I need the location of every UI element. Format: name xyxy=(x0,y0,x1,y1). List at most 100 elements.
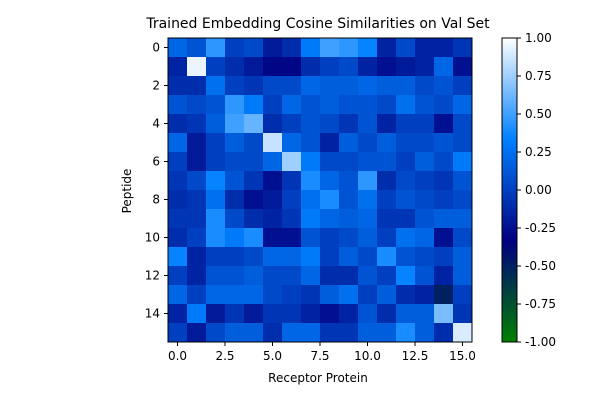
heatmap-cell-r13-c12 xyxy=(396,285,416,305)
heatmap-cell-r15-c11 xyxy=(377,323,397,343)
heatmap-cell-r7-c14 xyxy=(434,171,454,191)
heatmap-cell-r1-c4 xyxy=(244,57,264,77)
colorbar-tick-label: 0.25 xyxy=(525,145,552,159)
heatmap-cell-r14-c7 xyxy=(301,304,321,324)
heatmap-cell-r12-c10 xyxy=(358,266,378,286)
heatmap-cell-r1-c5 xyxy=(263,57,283,77)
heatmap-cell-r7-c0 xyxy=(168,171,188,191)
heatmap-cell-r0-c2 xyxy=(206,38,226,58)
heatmap-cell-r5-c2 xyxy=(206,133,226,153)
heatmap-cell-r1-c13 xyxy=(415,57,435,77)
heatmap-cell-r6-c4 xyxy=(244,152,264,172)
x-tick-label: 7.5 xyxy=(310,349,329,363)
heatmap-cell-r8-c8 xyxy=(320,190,340,210)
heatmap-cell-r13-c11 xyxy=(377,285,397,305)
heatmap-cell-r13-c8 xyxy=(320,285,340,305)
heatmap-cell-r11-c2 xyxy=(206,247,226,267)
heatmap-cell-r6-c12 xyxy=(396,152,416,172)
heatmap-cell-r7-c13 xyxy=(415,171,435,191)
heatmap-cell-r1-c2 xyxy=(206,57,226,77)
heatmap-cell-r7-c1 xyxy=(187,171,207,191)
heatmap-cell-r2-c2 xyxy=(206,76,226,96)
y-axis: 0 2 4 6 8 10 12 14 xyxy=(145,41,168,321)
heatmap-cell-r14-c8 xyxy=(320,304,340,324)
colorbar-tick-label: 0.50 xyxy=(525,107,552,121)
heatmap-cell-r11-c5 xyxy=(263,247,283,267)
heatmap-cell-r9-c12 xyxy=(396,209,416,229)
heatmap-cell-r2-c10 xyxy=(358,76,378,96)
heatmap-cell-r15-c7 xyxy=(301,323,321,343)
heatmap-cell-r5-c6 xyxy=(282,133,302,153)
heatmap-cell-r10-c7 xyxy=(301,228,321,248)
heatmap-cell-r12-c8 xyxy=(320,266,340,286)
heatmap-cell-r1-c15 xyxy=(453,57,473,77)
heatmap-cell-r14-c14 xyxy=(434,304,454,324)
heatmap-cell-r14-c9 xyxy=(339,304,359,324)
heatmap-cell-r15-c10 xyxy=(358,323,378,343)
heatmap-cell-r12-c9 xyxy=(339,266,359,286)
colorbar-tick-label: -1.00 xyxy=(525,335,556,349)
heatmap-cell-r6-c14 xyxy=(434,152,454,172)
heatmap-cell-r3-c6 xyxy=(282,95,302,115)
heatmap-cell-r0-c5 xyxy=(263,38,283,58)
heatmap-cell-r1-c7 xyxy=(301,57,321,77)
colorbar-tick-label: 0.00 xyxy=(525,183,552,197)
heatmap-cell-r12-c13 xyxy=(415,266,435,286)
heatmap-cell-r8-c2 xyxy=(206,190,226,210)
heatmap-cell-r6-c6 xyxy=(282,152,302,172)
y-tick-label: 4 xyxy=(152,117,160,131)
heatmap-cell-r6-c9 xyxy=(339,152,359,172)
heatmap-cell-r5-c7 xyxy=(301,133,321,153)
heatmap-cell-r3-c15 xyxy=(453,95,473,115)
heatmap-cell-r11-c0 xyxy=(168,247,188,267)
heatmap-cell-r6-c11 xyxy=(377,152,397,172)
y-tick-label: 2 xyxy=(152,79,160,93)
heatmap-cell-r5-c13 xyxy=(415,133,435,153)
heatmap-cell-r6-c7 xyxy=(301,152,321,172)
colorbar-tick-label: 0.75 xyxy=(525,69,552,83)
heatmap-cell-r4-c11 xyxy=(377,114,397,134)
heatmap-cell-r6-c5 xyxy=(263,152,283,172)
heatmap-cell-r4-c7 xyxy=(301,114,321,134)
y-axis-label: Peptide xyxy=(120,169,134,214)
y-tick-label: 14 xyxy=(145,307,160,321)
heatmap-cell-r14-c3 xyxy=(225,304,245,324)
heatmap-cell-r8-c4 xyxy=(244,190,264,210)
x-tick-label: 15.0 xyxy=(449,349,476,363)
heatmap-cell-r7-c7 xyxy=(301,171,321,191)
heatmap-cell-r12-c4 xyxy=(244,266,264,286)
heatmap-cell-r11-c7 xyxy=(301,247,321,267)
heatmap-cell-r0-c12 xyxy=(396,38,416,58)
heatmap-cell-r2-c14 xyxy=(434,76,454,96)
heatmap-cell-r2-c4 xyxy=(244,76,264,96)
heatmap-cell-r11-c11 xyxy=(377,247,397,267)
heatmap-cell-r5-c12 xyxy=(396,133,416,153)
heatmap-cell-r0-c10 xyxy=(358,38,378,58)
heatmap-cell-r4-c2 xyxy=(206,114,226,134)
heatmap-cell-r5-c10 xyxy=(358,133,378,153)
heatmap-cell-r9-c7 xyxy=(301,209,321,229)
chart-title: Trained Embedding Cosine Similarities on… xyxy=(145,16,490,32)
heatmap-cell-r10-c3 xyxy=(225,228,245,248)
heatmap-cell-r5-c11 xyxy=(377,133,397,153)
heatmap-cell-r15-c13 xyxy=(415,323,435,343)
heatmap-cell-r3-c12 xyxy=(396,95,416,115)
heatmap-cell-r6-c10 xyxy=(358,152,378,172)
heatmap-cell-r0-c8 xyxy=(320,38,340,58)
heatmap-cell-r3-c8 xyxy=(320,95,340,115)
heatmap-cell-r5-c15 xyxy=(453,133,473,153)
heatmap-cell-r0-c1 xyxy=(187,38,207,58)
heatmap-cell-r11-c6 xyxy=(282,247,302,267)
heatmap-cell-r2-c7 xyxy=(301,76,321,96)
heatmap-cell-r2-c8 xyxy=(320,76,340,96)
heatmap-cell-r9-c6 xyxy=(282,209,302,229)
heatmap-cell-r15-c4 xyxy=(244,323,264,343)
heatmap-cell-r2-c3 xyxy=(225,76,245,96)
heatmap-cell-r2-c11 xyxy=(377,76,397,96)
heatmap-cell-r8-c7 xyxy=(301,190,321,210)
heatmap-cell-r1-c6 xyxy=(282,57,302,77)
heatmap-cell-r14-c11 xyxy=(377,304,397,324)
heatmap-cell-r6-c8 xyxy=(320,152,340,172)
y-tick-label: 10 xyxy=(145,231,160,245)
